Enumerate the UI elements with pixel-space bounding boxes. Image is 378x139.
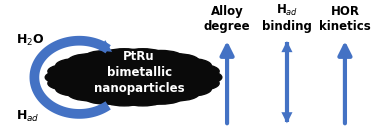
Circle shape	[132, 71, 172, 84]
Circle shape	[56, 58, 101, 73]
Circle shape	[119, 77, 160, 90]
Circle shape	[72, 68, 115, 82]
Text: H$_2$O: H$_2$O	[15, 33, 44, 48]
Circle shape	[135, 59, 178, 73]
Circle shape	[120, 57, 163, 71]
Circle shape	[84, 50, 129, 65]
Circle shape	[68, 86, 113, 101]
Circle shape	[78, 63, 121, 77]
Circle shape	[166, 82, 211, 96]
Circle shape	[119, 65, 160, 78]
Circle shape	[154, 86, 199, 101]
Circle shape	[56, 82, 101, 96]
Circle shape	[68, 54, 113, 68]
Circle shape	[104, 84, 147, 97]
Circle shape	[89, 81, 132, 95]
Circle shape	[107, 77, 148, 90]
Circle shape	[120, 84, 163, 97]
Circle shape	[89, 59, 132, 73]
Circle shape	[166, 58, 211, 73]
Circle shape	[111, 70, 156, 85]
Circle shape	[174, 64, 219, 79]
Circle shape	[102, 49, 147, 63]
Circle shape	[174, 76, 219, 91]
Circle shape	[129, 67, 169, 80]
Circle shape	[129, 74, 169, 87]
Circle shape	[48, 64, 93, 79]
Circle shape	[107, 65, 148, 78]
Circle shape	[135, 81, 178, 95]
Circle shape	[104, 57, 147, 71]
Circle shape	[146, 78, 189, 92]
Circle shape	[48, 76, 93, 91]
Circle shape	[138, 50, 183, 65]
Text: H$_{ad}$
binding: H$_{ad}$ binding	[262, 3, 312, 33]
Circle shape	[84, 90, 129, 104]
Circle shape	[94, 71, 135, 84]
Text: HOR
kinetics: HOR kinetics	[319, 5, 371, 33]
Circle shape	[98, 67, 139, 80]
Circle shape	[153, 73, 195, 87]
Circle shape	[177, 70, 222, 85]
Circle shape	[154, 54, 199, 68]
Text: H$_{ad}$: H$_{ad}$	[15, 109, 39, 124]
Circle shape	[98, 74, 139, 87]
Circle shape	[78, 78, 121, 92]
Circle shape	[153, 68, 195, 82]
Circle shape	[138, 90, 183, 104]
Circle shape	[45, 70, 90, 85]
Text: PtRu
bimetallic
nanoparticles: PtRu bimetallic nanoparticles	[94, 50, 184, 95]
Circle shape	[121, 91, 165, 106]
Text: Alloy
degree: Alloy degree	[204, 5, 250, 33]
Circle shape	[102, 91, 147, 106]
Circle shape	[121, 49, 165, 63]
Circle shape	[72, 73, 115, 87]
Circle shape	[146, 63, 189, 77]
